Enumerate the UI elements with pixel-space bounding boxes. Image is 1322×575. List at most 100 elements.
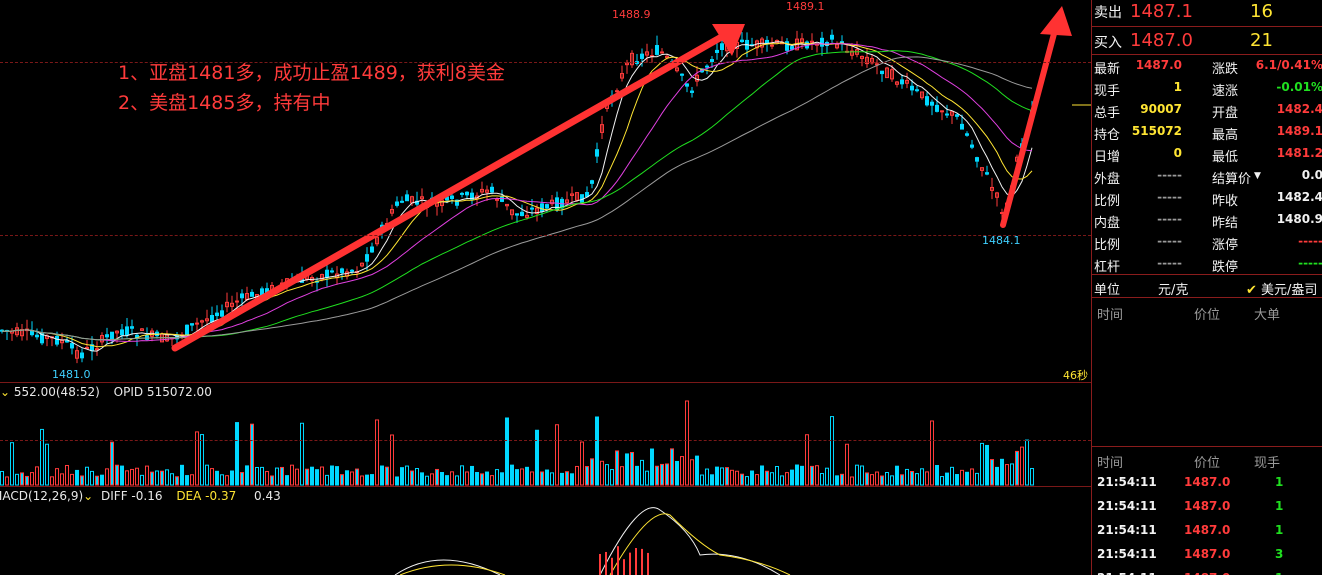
sell-row[interactable]: 卖出 1487.1 16	[1092, 0, 1322, 26]
volume-bar	[350, 471, 354, 486]
volume-bar	[500, 472, 504, 486]
dropdown-icon[interactable]: ▼	[1254, 171, 1261, 181]
sell-label: 卖出	[1094, 5, 1122, 21]
volume-bar	[685, 400, 689, 486]
candle-body	[350, 269, 354, 272]
volume-bar	[595, 416, 599, 486]
volume-bar	[690, 459, 694, 486]
volume-bar	[380, 465, 384, 486]
trade-time: 21:54:11	[1097, 523, 1157, 537]
buy-row[interactable]: 买入 1487.0 21	[1092, 28, 1322, 54]
trade-time: 21:54:11	[1097, 571, 1157, 575]
volume-bar	[1010, 463, 1014, 486]
divider	[1092, 54, 1322, 55]
chart-area[interactable]: 1、亚盘1481多，成功止盈1489，获利8美金 2、美盘1485多，持有中 1…	[0, 0, 1091, 575]
volume-bar	[170, 473, 174, 486]
high-label-2: 1489.1	[786, 0, 825, 13]
volume-bar	[1015, 450, 1019, 486]
candle-body	[480, 188, 484, 193]
volume-bar	[360, 475, 364, 486]
volume-bar	[85, 466, 89, 486]
volume-bar	[780, 475, 784, 486]
stat-value: 1480.9	[1276, 212, 1322, 226]
candle-body	[330, 270, 334, 273]
candle-body	[130, 326, 134, 329]
candle-body	[770, 44, 774, 47]
big-order-time-header: 时间	[1097, 308, 1124, 323]
volume-bar	[840, 473, 844, 486]
candle-body	[685, 83, 689, 87]
volume-bar	[965, 471, 969, 486]
volume-bar	[375, 419, 379, 486]
trade-row[interactable]: 21:54:11 1487.0 1	[1092, 496, 1322, 518]
volume-bar	[1020, 446, 1024, 486]
volume-bar	[950, 466, 954, 486]
trade-qty: 1	[1275, 499, 1284, 513]
volume-bar	[635, 465, 639, 486]
candle-body	[15, 327, 19, 336]
chevron-down-icon[interactable]: ⌄	[83, 489, 94, 503]
candle-body	[950, 111, 954, 116]
macd-indicator-label[interactable]: MACD(12,26,9)⌄ DIFF -0.16 DEA -0.37 0.43	[0, 489, 281, 503]
stat-value: 1487.0	[1135, 58, 1182, 72]
volume-bar	[615, 450, 619, 486]
volume-bar	[390, 434, 394, 486]
volume-bar	[185, 475, 189, 486]
volume-indicator-label[interactable]: ⌄ 552.00(48:52) OPID 515072.00	[0, 385, 212, 399]
opid-value: OPID 515072.00	[113, 385, 212, 399]
macd-diff: DIFF -0.16	[101, 489, 163, 503]
volume-bar	[510, 464, 514, 486]
candlestick-chart[interactable]	[0, 0, 1091, 575]
volume-bar	[855, 464, 859, 486]
stat-value: -----	[1298, 234, 1322, 248]
trade-row[interactable]: 21:54:11 1487.0 1	[1092, 472, 1322, 494]
volume-bar	[600, 460, 604, 486]
candle-body	[675, 67, 679, 72]
candle-body	[375, 236, 379, 245]
volume-bar	[980, 442, 984, 486]
volume-bar	[570, 473, 574, 486]
volume-bar	[160, 470, 164, 486]
trade-time: 21:54:11	[1097, 475, 1157, 489]
stat-value: 1489.1	[1276, 124, 1322, 138]
stat-label: 比例	[1094, 194, 1121, 209]
volume-bar	[400, 467, 404, 486]
volume-bar	[135, 467, 139, 486]
volume-bar	[845, 443, 849, 486]
volume-bar	[475, 472, 479, 486]
trades-time-header: 时间	[1097, 456, 1124, 471]
candle-body	[930, 101, 934, 106]
stat-label: 杠杆	[1094, 260, 1121, 275]
stat-value: -----	[1157, 190, 1182, 204]
volume-bar	[310, 466, 314, 486]
trade-row[interactable]: 21:54:11 1487.0 1	[1092, 568, 1322, 575]
countdown-label: 46秒	[1063, 369, 1088, 382]
volume-bar	[335, 466, 339, 486]
volume-bar	[75, 469, 79, 486]
chevron-down-icon[interactable]: ⌄	[0, 385, 11, 399]
stats-row: 比例 ----- 昨收 1482.4	[1092, 187, 1322, 209]
candle-body	[900, 79, 904, 85]
stat-label: 涨跌	[1212, 62, 1239, 77]
candle-body	[720, 43, 724, 50]
candle-body	[905, 79, 909, 84]
trade-row[interactable]: 21:54:11 1487.0 1	[1092, 520, 1322, 542]
volume-bar	[155, 470, 159, 486]
candle-body	[660, 51, 664, 54]
volume-bar	[210, 468, 214, 486]
stat-label: 速涨	[1212, 84, 1239, 99]
volume-bar	[480, 473, 484, 486]
volume-bar	[975, 472, 979, 486]
unit-option-gram[interactable]: 元/克	[1158, 283, 1189, 298]
volume-bar	[650, 448, 654, 486]
volume-bar	[320, 466, 324, 486]
candle-body	[790, 46, 794, 50]
volume-bar	[640, 459, 644, 486]
volume-bar	[280, 466, 284, 486]
candle-body	[495, 198, 499, 201]
candle-body	[80, 352, 84, 359]
volume-bar	[585, 466, 589, 486]
candle-body	[925, 96, 929, 106]
trade-row[interactable]: 21:54:11 1487.0 3	[1092, 544, 1322, 566]
unit-option-ounce[interactable]: ✔ 美元/盎司	[1246, 279, 1317, 298]
